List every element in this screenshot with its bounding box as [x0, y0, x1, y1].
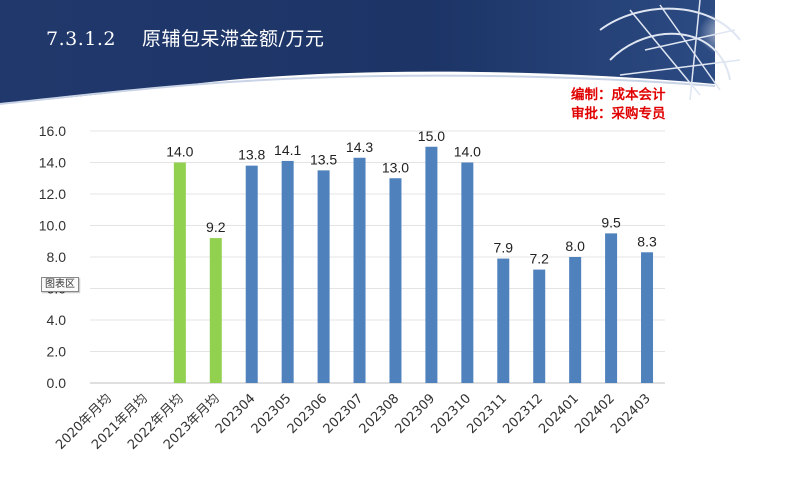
compiler-label: 编制：成本会计 — [571, 87, 666, 103]
chart-area-tooltip: 图表区 — [41, 277, 79, 292]
y-tick-label: 16.0 — [39, 123, 66, 139]
page-title: 7.3.1.2 原辅包呆滞金额/万元 — [46, 24, 324, 51]
bar — [317, 170, 330, 383]
data-label: 15.0 — [418, 128, 445, 144]
data-label: 13.0 — [382, 159, 409, 175]
y-axis-ticks: 0.02.04.06.08.010.012.014.016.0 — [39, 123, 66, 391]
data-label: 14.1 — [274, 142, 301, 158]
bar — [605, 233, 618, 383]
y-tick-label: 4.0 — [47, 312, 67, 328]
banner-graphic — [0, 0, 750, 105]
data-label: 7.2 — [529, 251, 549, 267]
y-tick-label: 14.0 — [39, 155, 66, 171]
value-labels: 14.0 9.2 13.8 14.1 13.5 14.3 13.0 15.0 14.0 7.9 7.… — [166, 128, 657, 267]
title-number: 7.3.1.2 — [46, 28, 116, 50]
header-banner — [0, 0, 792, 110]
bar — [497, 258, 510, 383]
approver-label: 审批：采购专员 — [571, 106, 666, 122]
bar — [281, 160, 294, 383]
y-tick-label: 12.0 — [39, 186, 66, 202]
data-label: 8.0 — [565, 238, 585, 254]
bar — [425, 146, 438, 383]
y-tick-label: 0.0 — [47, 375, 67, 391]
bar — [569, 257, 582, 383]
bar — [389, 178, 402, 383]
bar — [353, 157, 366, 383]
bar — [641, 252, 654, 383]
data-label: 7.9 — [494, 240, 514, 256]
data-label: 13.8 — [238, 147, 265, 163]
y-tick-label: 10.0 — [39, 218, 66, 234]
data-label: 14.0 — [166, 144, 193, 160]
data-label: 8.3 — [637, 233, 657, 249]
credits: 编制：成本会计 审批：采购专员 — [571, 86, 666, 124]
title-text: 原辅包呆滞金额/万元 — [141, 28, 325, 50]
chart-bars — [173, 146, 654, 383]
bar — [173, 162, 186, 383]
data-label: 14.3 — [346, 139, 373, 155]
data-label: 9.5 — [601, 214, 621, 230]
y-tick-label: 8.0 — [47, 249, 67, 265]
x-axis-ticks: 2020年月均2021年月均2022年月均2023年月均202304202305… — [53, 391, 654, 453]
x-tick-label: 202403 — [608, 391, 654, 437]
bar — [245, 165, 258, 383]
y-tick-label: 2.0 — [47, 344, 67, 360]
bar — [461, 162, 474, 383]
bar — [533, 269, 546, 383]
data-label: 14.0 — [454, 144, 481, 160]
data-label: 9.2 — [206, 219, 226, 235]
data-label: 13.5 — [310, 151, 337, 167]
bar — [209, 238, 222, 383]
globe-icon — [599, 0, 750, 101]
